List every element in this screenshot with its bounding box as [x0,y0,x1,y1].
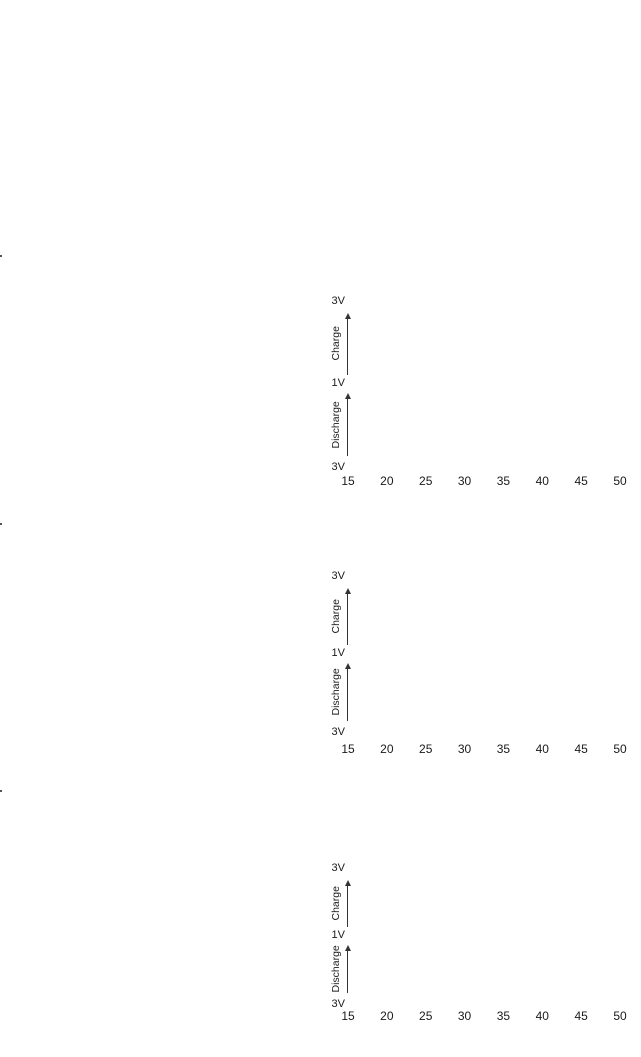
charge-arrow [347,885,349,927]
waterfall-x-tick-label: 30 [457,742,472,756]
discharge-arrowhead [344,392,351,399]
discharge-label: Discharge [330,945,342,993]
panel-d: 15 20 25 30 35 40 45 50 3V 1V 3V Charge Discharge [0,523,641,790]
charge-arrowhead [344,880,351,886]
waterfall-x-tick-label: 25 [419,742,433,756]
voltage-label-top: 3V [331,295,345,307]
waterfall-x-tick-label: 45 [574,1009,588,1023]
waterfall-x-tick-label: 15 [341,474,355,488]
discharge-arrowhead [344,662,351,669]
voltage-label-bottom: 3V [331,461,345,473]
discharge-label: Discharge [330,668,342,716]
voltage-label-top: 3V [331,570,345,582]
panel-a [0,0,320,250]
xrd-waterfall-canvas [0,523,300,673]
waterfall-decorations: 15 20 25 30 35 40 45 50 3V 1V 3V Charge Discharge [0,523,641,790]
voltage-label-mid: 1V [331,646,345,659]
waterfall-x-tick-label: 35 [496,1009,511,1023]
waterfall-x-tick-label: 45 [574,742,588,756]
waterfall-x-tick-label: 35 [496,474,511,488]
waterfall-x-tick-label: 25 [419,474,433,488]
charge-label: Charge [330,599,342,634]
legend-b [320,0,641,250]
voltage-label-mid: 1V [331,928,345,941]
charge-label: Charge [330,326,342,361]
waterfall-x-tick-label: 35 [496,742,511,756]
discharge-arrow [347,667,349,721]
waterfall-x-tick-label: 40 [535,474,549,488]
voltage-label-bottom: 3V [331,726,345,738]
waterfall-x-tick-label: 30 [457,1009,472,1023]
discharge-arrow [347,397,349,456]
waterfall-x-tick-label: 50 [613,742,627,756]
waterfall-decorations: 15 20 25 30 35 40 45 50 3V 1V 3V Charge Discharge [0,255,641,523]
waterfall-x-tick-label: 25 [419,1009,433,1023]
waterfall-x-tick-label: 15 [341,742,355,756]
xrd-waterfall-canvas [0,790,300,940]
panel-e: 15 20 25 30 35 40 45 50 3V 1V 3V Charge Discharge [0,790,641,1057]
voltage-label-bottom: 3V [331,998,345,1010]
waterfall-x-tick-label: 50 [613,1009,627,1023]
voltage-label-top: 3V [331,862,345,874]
waterfall-x-tick-label: 20 [380,474,394,488]
waterfall-x-tick-label: 15 [341,1009,355,1023]
legend-a [0,0,320,250]
charge-arrow [347,593,349,645]
discharge-label: Discharge [330,400,342,448]
charge-arrowhead [344,313,351,319]
waterfall-x-tick-label: 20 [380,742,394,756]
waterfall-decorations: 15 20 25 30 35 40 45 50 3V 1V 3V Charge Discharge [0,790,641,1057]
waterfall-x-tick-label: 50 [613,474,627,488]
voltage-label-mid: 1V [331,376,345,389]
waterfall-x-tick-label: 30 [457,474,472,488]
panel-b [320,0,641,250]
discharge-arrow [347,949,349,993]
panel-c: 15 20 25 30 35 40 45 50 3V 1V 3V Charge Discharge [0,255,641,523]
waterfall-x-tick-label: 40 [535,1009,549,1023]
charge-arrow [347,318,349,375]
waterfall-x-tick-label: 45 [574,474,588,488]
charge-arrowhead [344,588,351,594]
charge-label: Charge [330,886,342,921]
waterfall-x-tick-label: 40 [535,742,549,756]
waterfall-x-tick-label: 20 [380,1009,394,1023]
discharge-arrowhead [344,944,351,951]
xrd-waterfall-canvas [0,255,300,405]
